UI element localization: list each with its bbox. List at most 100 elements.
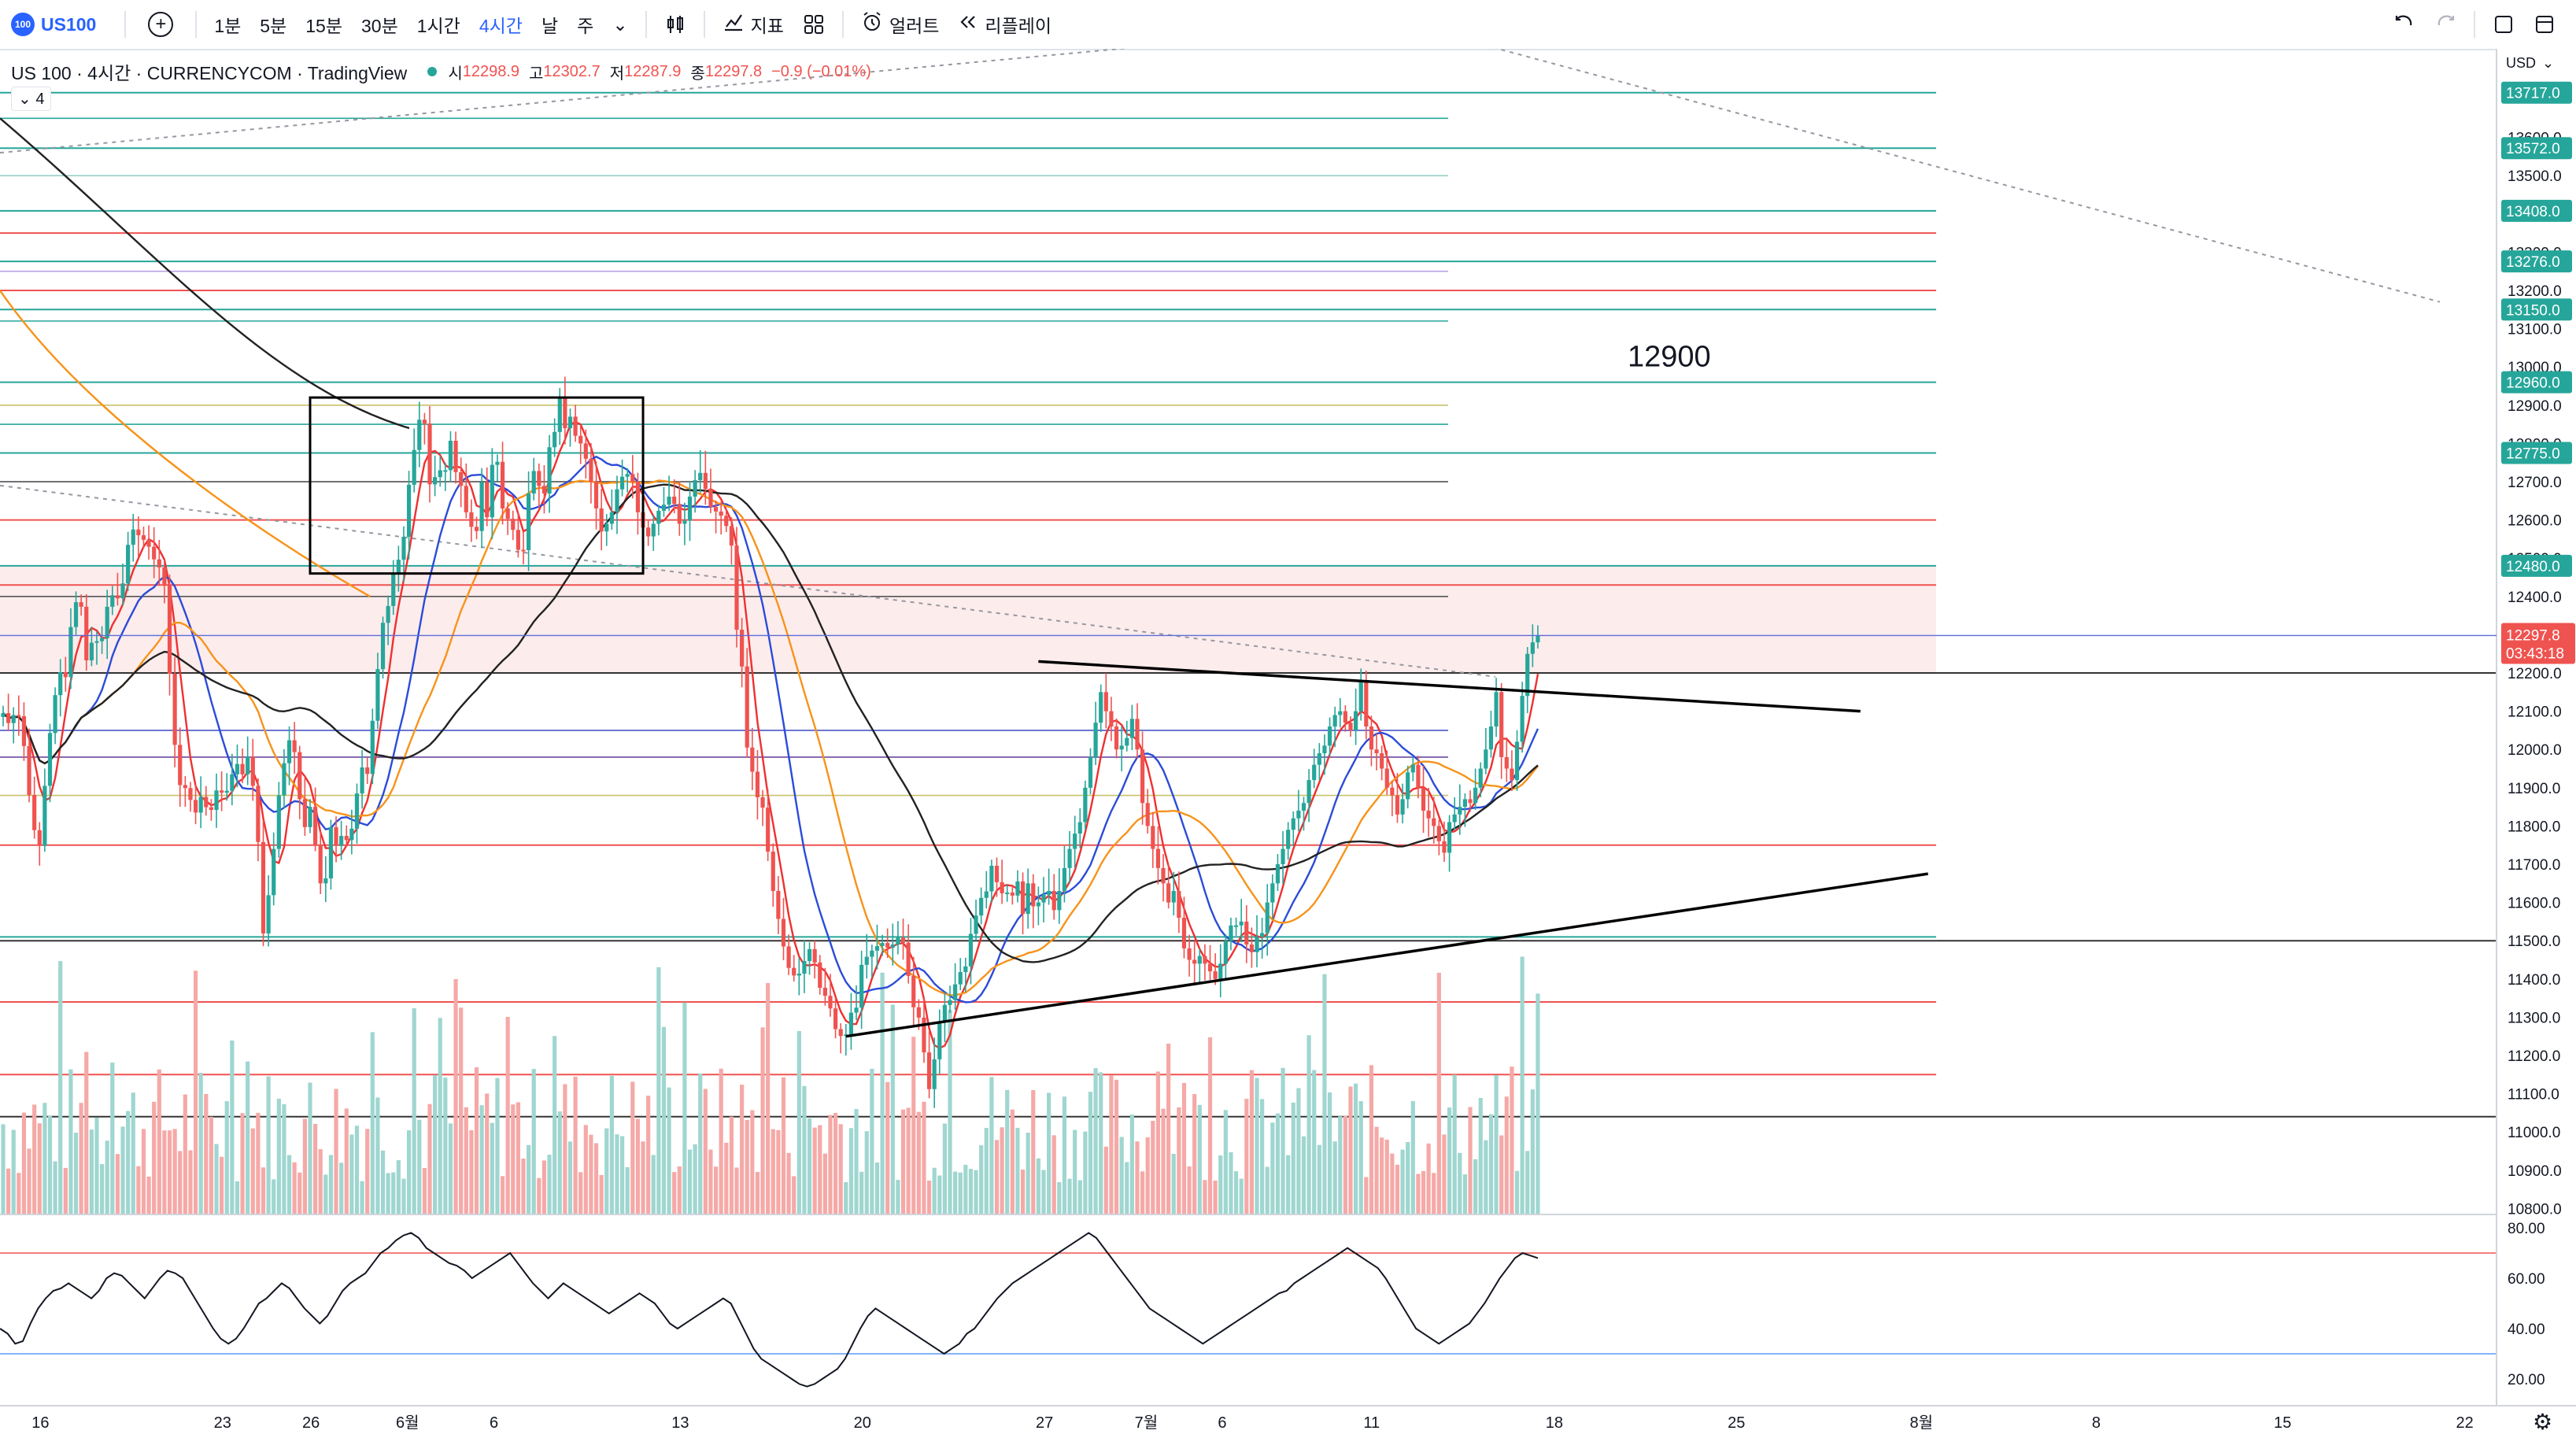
candle-body — [1270, 883, 1275, 903]
volume-bar — [615, 1134, 619, 1214]
volume-bar — [719, 1068, 723, 1214]
legend-collapse-button[interactable]: ⌄ 4 — [11, 87, 52, 111]
volume-bar — [1410, 1100, 1415, 1214]
alert-button[interactable]: 얼러트 — [852, 6, 948, 43]
price-chart[interactable]: 12900USD⌄13600.013500.013400.013300.0132… — [0, 49, 2576, 1405]
volume-bar — [750, 1110, 755, 1214]
candle-body — [1015, 881, 1020, 896]
legend-close-value: 12297.8 — [704, 62, 763, 80]
undo-icon[interactable] — [2384, 6, 2425, 43]
candle-body — [32, 795, 37, 830]
gear-icon[interactable]: ⚙ — [2533, 1410, 2552, 1434]
candle-body — [1181, 918, 1187, 948]
candle-body — [589, 458, 593, 482]
candle-body — [1452, 814, 1457, 823]
price-level-tag — [2501, 442, 2572, 464]
volume-bar — [776, 1129, 781, 1214]
volume-bar — [667, 1087, 671, 1214]
chart-legend: US 100 · 4시간 · CURRENCYCOM · TradingView… — [11, 58, 881, 85]
candle-body — [1332, 715, 1337, 727]
time-tick-label: 22 — [2456, 1414, 2474, 1432]
candle-body — [1306, 780, 1311, 804]
candle-body — [1244, 921, 1249, 945]
moving-average-line — [0, 117, 410, 430]
price-tick-label: 12100.0 — [2508, 704, 2562, 721]
volume-bar — [344, 1108, 349, 1214]
volume-bar — [553, 1036, 557, 1214]
candle-body — [781, 919, 786, 947]
volume-bar — [505, 1016, 510, 1214]
volume-bar — [490, 1122, 494, 1214]
candle-body — [1207, 963, 1213, 972]
candle-body — [1416, 764, 1421, 788]
volume-bar — [63, 1167, 68, 1214]
volume-bar — [1, 1124, 6, 1214]
candle-body — [1036, 902, 1040, 907]
volume-bar — [495, 1078, 500, 1214]
interval-button[interactable]: 1시간 — [416, 16, 460, 36]
time-tick-label: 8 — [2092, 1414, 2101, 1432]
compare-add-symbol-icon[interactable]: + — [148, 12, 174, 37]
last-price-label: 12297.8 — [2506, 627, 2560, 644]
volume-bar — [266, 1076, 271, 1214]
volume-bar — [21, 1112, 27, 1214]
moving-average-line — [0, 290, 371, 597]
candle-body — [1213, 971, 1218, 979]
candle-body — [99, 638, 105, 641]
candle-body — [792, 967, 796, 976]
candle-body — [1499, 692, 1504, 757]
candle-body — [1291, 818, 1295, 830]
interval-button[interactable]: 4시간 — [479, 16, 523, 36]
candle-body — [505, 508, 510, 519]
candle-body — [1020, 881, 1026, 915]
interval-button[interactable]: 30분 — [360, 16, 398, 36]
volume-bar — [37, 1123, 42, 1214]
candle-body — [833, 1008, 838, 1030]
volume-bar — [646, 1096, 651, 1214]
volume-bar — [240, 1113, 245, 1214]
volume-bar — [677, 1166, 682, 1214]
symbol-search-button[interactable]: US100 — [41, 13, 97, 35]
replay-button[interactable]: 리플레이 — [948, 6, 1061, 43]
interval-button[interactable]: 1분 — [214, 16, 242, 36]
time-axis[interactable]: 16 23 26 6월 6 13 20 27 7월 6 11 18 25 8월 8 15 22 ⚙ — [0, 1405, 2576, 1438]
candle-body — [401, 536, 406, 560]
volume-bar — [427, 1103, 432, 1214]
toolbar-divider — [124, 11, 127, 38]
interval-dropdown-icon[interactable]: ⌄ — [612, 13, 628, 35]
candle-body — [593, 482, 599, 509]
volume-bar — [1426, 1143, 1431, 1214]
chart-type-candle-icon[interactable] — [655, 6, 696, 43]
candle-body — [1364, 680, 1369, 727]
volume-bar — [1327, 1092, 1332, 1214]
volume-bar — [282, 1103, 286, 1214]
volume-bar — [11, 1129, 16, 1214]
interval-button[interactable]: 주 — [577, 16, 594, 36]
alert-label: 얼러트 — [889, 16, 940, 36]
indicators-button[interactable]: 지표 — [713, 6, 793, 43]
candle-body — [474, 527, 479, 531]
candle-body — [651, 523, 656, 537]
candle-body — [417, 420, 422, 450]
layout-menu-icon[interactable] — [2524, 6, 2565, 43]
interval-button[interactable]: 5분 — [260, 16, 287, 36]
candle-body — [932, 1059, 937, 1089]
price-tick-label: 11400.0 — [2508, 972, 2560, 989]
fullscreen-icon[interactable] — [2483, 6, 2524, 43]
volume-bar — [1099, 1072, 1103, 1214]
interval-button[interactable]: 15분 — [305, 16, 342, 36]
volume-bar — [1338, 1116, 1343, 1214]
interval-button[interactable]: 날 — [541, 16, 559, 36]
legend-low-label: 저 — [609, 65, 625, 83]
volume-bar — [625, 1166, 630, 1214]
candle-body — [1343, 711, 1347, 723]
symbol-logo-icon: 100 — [11, 13, 35, 36]
volume-bar — [474, 1067, 479, 1214]
redo-icon[interactable] — [2425, 6, 2466, 43]
candle-body — [354, 793, 360, 829]
candle-body — [1390, 787, 1395, 796]
layout-templates-icon[interactable] — [793, 6, 834, 43]
volume-bar — [766, 982, 771, 1214]
candle-body — [43, 786, 47, 846]
volume-bar — [1213, 1180, 1218, 1214]
